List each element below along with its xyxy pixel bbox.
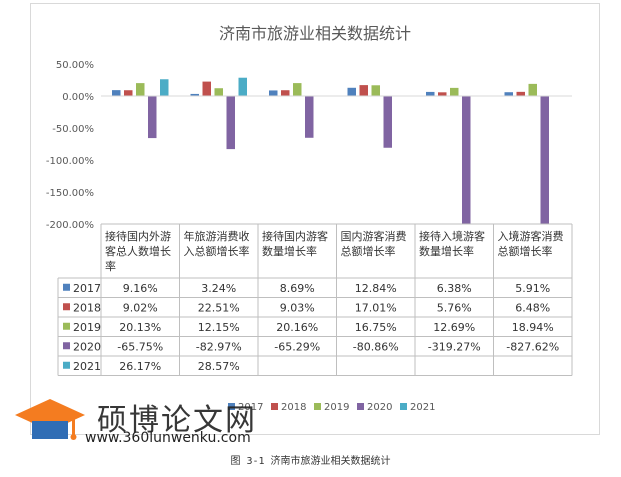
data-label: 5.76%	[437, 301, 472, 314]
bar-2021-1	[160, 79, 169, 96]
watermark: 硕博论文网 www.360lunwenku.com	[10, 393, 310, 453]
y-tick-label: 0.00%	[62, 92, 94, 103]
bar-2018-5	[438, 92, 447, 96]
bar-2020-6	[540, 96, 549, 224]
bar-2018-4	[359, 85, 368, 96]
bar-2019-4	[371, 85, 380, 96]
bar-2017-2	[190, 93, 199, 96]
data-label: 12.84%	[355, 282, 397, 295]
legend-swatch	[357, 403, 364, 410]
legend-swatch	[400, 403, 407, 410]
bar-2017-4	[347, 87, 356, 96]
data-label: 6.38%	[437, 282, 472, 295]
data-label: 12.69%	[433, 321, 475, 334]
bar-2017-3	[269, 90, 278, 96]
data-label: 20.13%	[119, 321, 161, 334]
y-tick-label: -150.00%	[46, 188, 94, 199]
table-row-label: 2020	[73, 340, 101, 353]
data-label: 8.69%	[280, 282, 315, 295]
y-tick-label: -50.00%	[52, 124, 94, 135]
table-header: 入总额增长率	[184, 244, 250, 258]
legend-label: 2019	[324, 402, 349, 413]
bar-2020-4	[383, 96, 392, 148]
legend-key	[63, 361, 70, 369]
bar-2017-6	[504, 92, 513, 96]
data-label: 28.57%	[198, 360, 240, 373]
table-header: 国内游客消费	[341, 229, 407, 243]
table-header: 数量增长率	[419, 244, 474, 258]
table-row-label: 2018	[73, 301, 101, 314]
y-tick-label: -200.00%	[46, 220, 94, 231]
bar-2019-3	[293, 83, 302, 96]
legend-key	[63, 303, 70, 311]
table-row-label: 2021	[73, 360, 101, 373]
y-tick-label: 50.00%	[56, 60, 94, 71]
table-header: 入境游客消费	[498, 229, 564, 243]
bar-2020-2	[226, 96, 235, 150]
bar-2019-6	[528, 83, 537, 96]
table-header: 年旅游消费收	[184, 229, 250, 243]
legend-label: 2021	[410, 402, 435, 413]
legend-swatch	[228, 403, 235, 410]
bar-2018-2	[202, 81, 211, 96]
legend-key	[63, 322, 70, 330]
watermark-site-name: 硕博论文网	[97, 403, 257, 438]
table-header: 数量增长率	[262, 244, 317, 258]
data-label: 9.16%	[123, 282, 158, 295]
bar-2020-1	[148, 96, 157, 139]
bar-2017-1	[112, 90, 121, 96]
data-label: 18.94%	[512, 321, 554, 334]
bar-2021-2	[238, 77, 247, 96]
table-header: 率	[105, 259, 116, 273]
bar-2020-5	[462, 96, 471, 224]
legend-label: 2020	[367, 402, 392, 413]
table-row-label: 2019	[73, 321, 101, 334]
data-label: -80.86%	[353, 340, 399, 353]
data-label: 16.75%	[355, 321, 397, 334]
legend-label: 2017	[238, 402, 263, 413]
data-label: 6.48%	[515, 301, 550, 314]
bar-2019-2	[214, 88, 223, 96]
legend-key	[63, 342, 70, 350]
data-label: 5.91%	[515, 282, 550, 295]
data-label: 17.01%	[355, 301, 397, 314]
legend-key	[63, 283, 70, 291]
data-label: -82.97%	[196, 340, 242, 353]
data-label: 3.24%	[201, 282, 236, 295]
figure-caption: 图 3-1 济南市旅游业相关数据统计	[230, 456, 391, 467]
graduation-cap-logo-icon	[15, 399, 85, 440]
data-label: 9.03%	[280, 301, 315, 314]
data-label: -319.27%	[428, 340, 481, 353]
table-header: 客总人数增长	[105, 244, 171, 258]
data-label: 26.17%	[119, 360, 161, 373]
table-row-label: 2017	[73, 282, 101, 295]
bar-2018-3	[281, 90, 290, 96]
table-header: 接待国内外游	[105, 229, 171, 243]
data-label: 20.16%	[276, 321, 318, 334]
table-header: 接待国内游客	[262, 229, 328, 243]
chart-frame	[30, 3, 600, 435]
bar-2019-1	[136, 83, 145, 96]
data-label: -827.62%	[506, 340, 559, 353]
chart-title: 济南市旅游业相关数据统计	[218, 24, 411, 43]
data-label: -65.29%	[274, 340, 320, 353]
legend-swatch	[271, 403, 278, 410]
watermark-url: www.360lunwenku.com	[85, 430, 251, 446]
table-header: 接待入境游客	[419, 229, 485, 243]
data-label: 9.02%	[123, 301, 158, 314]
bar-2018-1	[124, 90, 133, 96]
table-header: 总额增长率	[341, 244, 396, 258]
bar-2020-3	[305, 96, 314, 138]
legend-label: 2018	[281, 402, 306, 413]
bar-2017-5	[426, 91, 435, 96]
data-label: -65.75%	[117, 340, 163, 353]
table-header: 总额增长率	[498, 244, 553, 258]
data-label: 22.51%	[198, 301, 240, 314]
bar-2019-5	[450, 87, 459, 96]
bar-chart: 50.00% 0.00% -50.00% -100.00% -150.00% -200.0…	[46, 60, 573, 413]
bar-2018-6	[516, 91, 525, 96]
data-label: 12.15%	[198, 321, 240, 334]
y-tick-label: -100.00%	[46, 156, 94, 167]
legend-swatch	[314, 403, 321, 410]
